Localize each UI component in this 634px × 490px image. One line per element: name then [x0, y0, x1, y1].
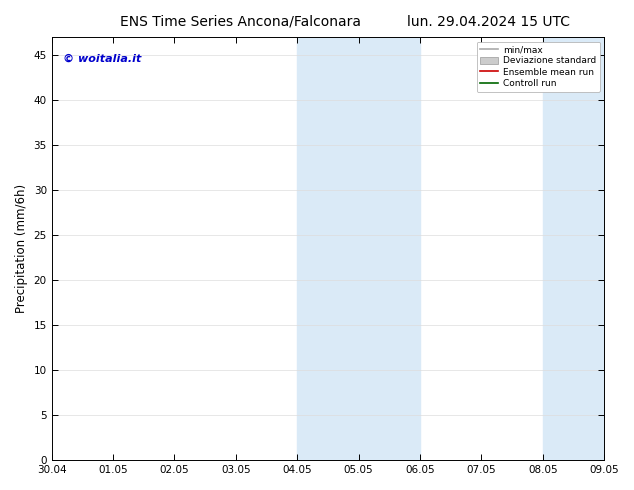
- Text: © woitalia.it: © woitalia.it: [63, 54, 141, 64]
- Legend: min/max, Deviazione standard, Ensemble mean run, Controll run: min/max, Deviazione standard, Ensemble m…: [477, 42, 600, 92]
- Text: lun. 29.04.2024 15 UTC: lun. 29.04.2024 15 UTC: [406, 15, 570, 29]
- Y-axis label: Precipitation (mm/6h): Precipitation (mm/6h): [15, 184, 28, 313]
- Text: ENS Time Series Ancona/Falconara: ENS Time Series Ancona/Falconara: [120, 15, 361, 29]
- Bar: [297, 37, 420, 460]
- Bar: [543, 37, 604, 460]
